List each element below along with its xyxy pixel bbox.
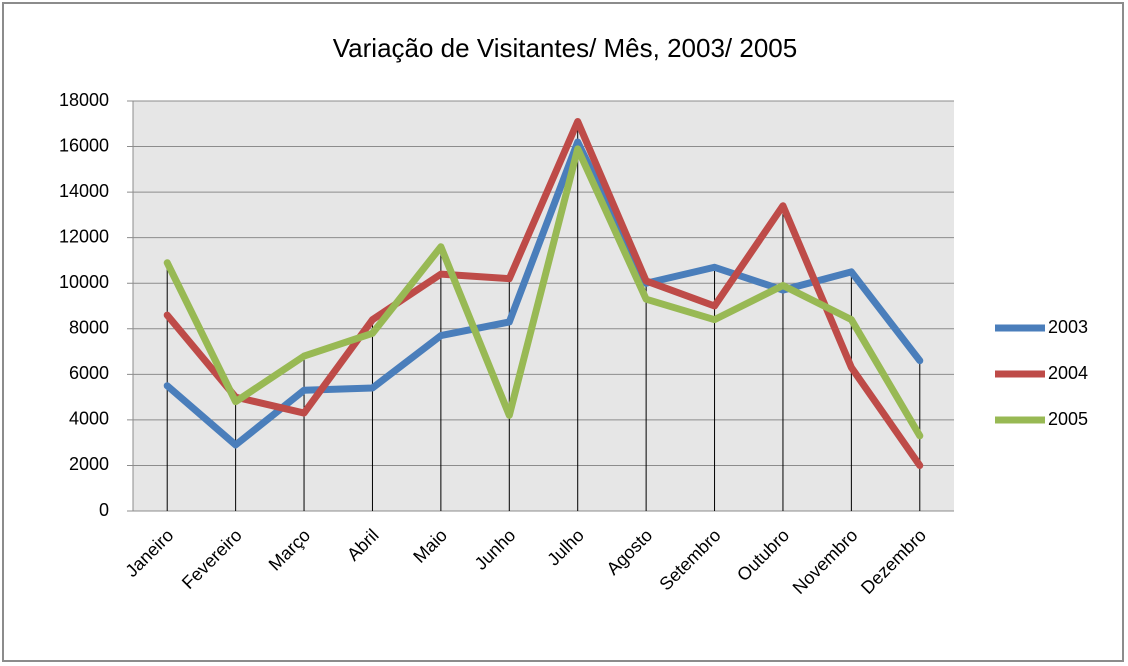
y-tick-label: 14000	[59, 181, 109, 201]
y-tick-label: 4000	[69, 409, 109, 429]
series-line	[163, 138, 924, 449]
y-tick-label: 6000	[69, 363, 109, 383]
chart-title: Variação de Visitantes/ Mês, 2003/ 2005	[333, 33, 797, 63]
series-line	[163, 118, 924, 469]
y-tick-label: 10000	[59, 272, 109, 292]
y-tick-label: 12000	[59, 226, 109, 246]
y-tick-label: 18000	[59, 90, 109, 110]
y-tick-label: 0	[99, 500, 109, 520]
legend-label: 2004	[1048, 363, 1088, 383]
y-tick-label: 8000	[69, 318, 109, 338]
y-tick-label: 16000	[59, 135, 109, 155]
series-line	[163, 145, 924, 440]
legend-label: 2003	[1048, 317, 1088, 337]
y-tick-label: 2000	[69, 454, 109, 474]
legend-label: 2005	[1048, 409, 1088, 429]
